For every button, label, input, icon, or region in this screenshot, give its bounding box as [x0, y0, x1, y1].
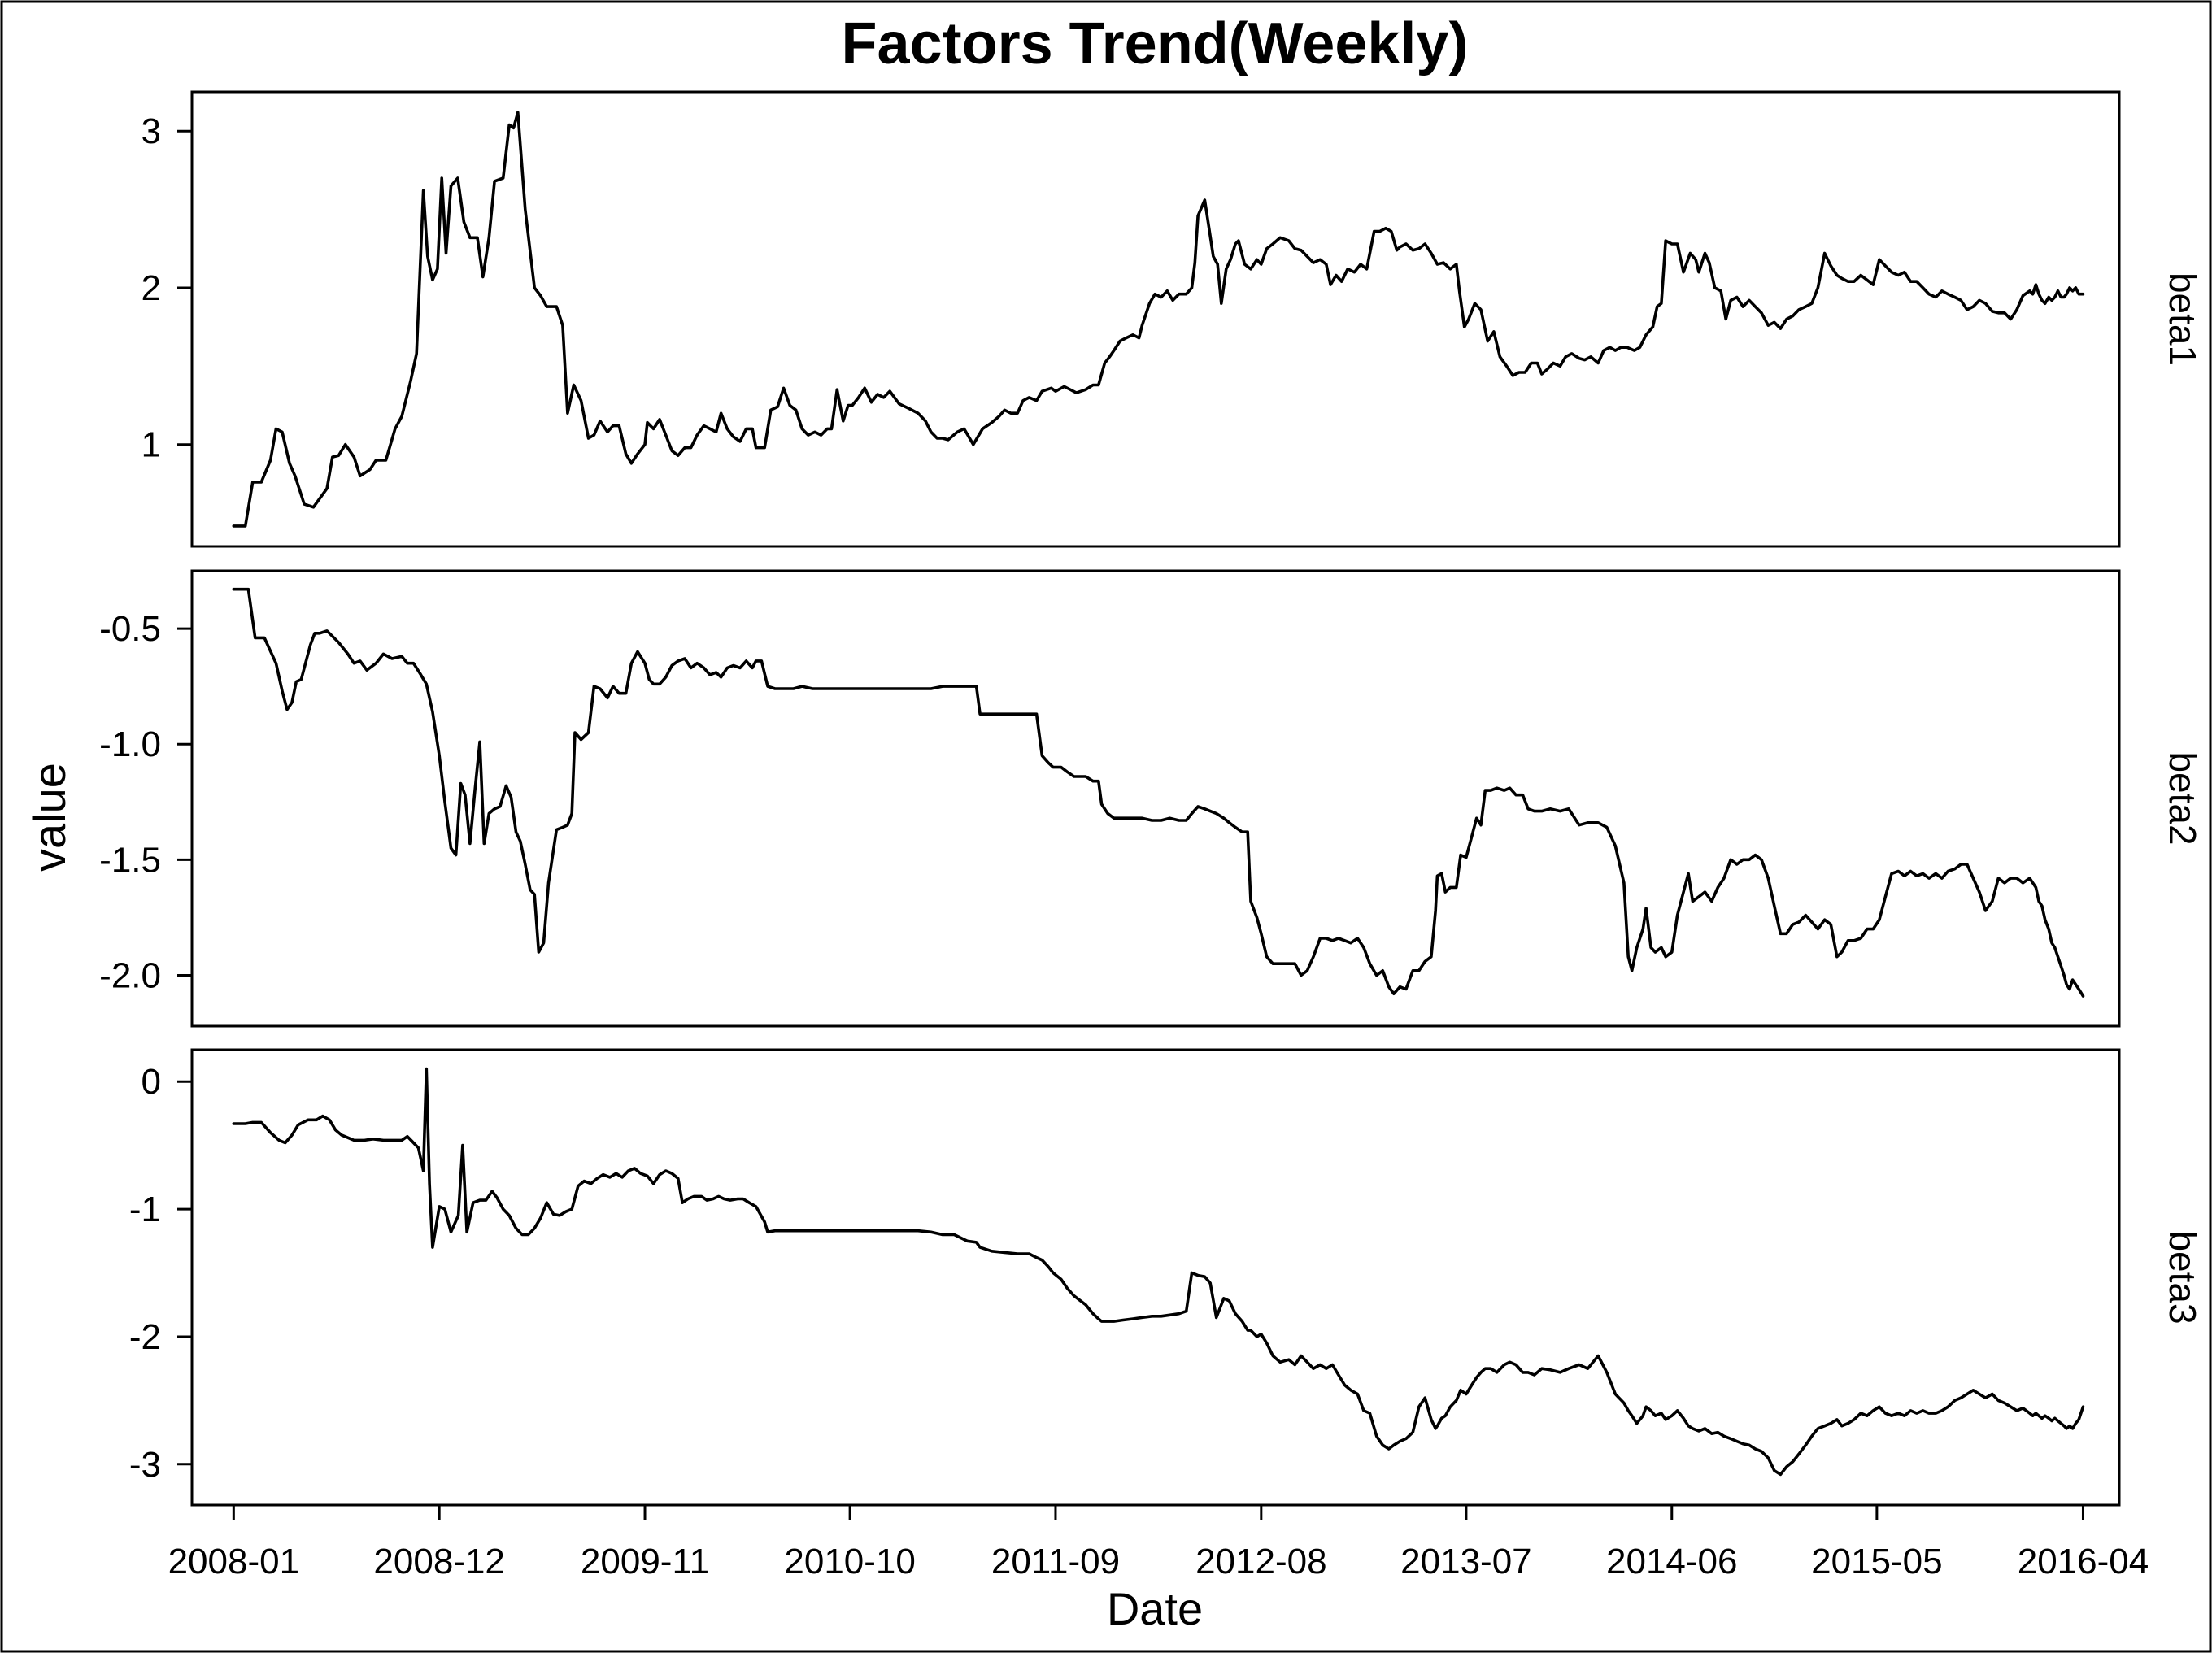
y-tick-label: 1: [142, 425, 161, 465]
y-tick-label: -2: [129, 1317, 161, 1357]
panel-beta2-frame: [190, 569, 2121, 1028]
strip-label-beta2: beta2: [2162, 751, 2204, 845]
panel-beta1: 1 2 3 beta1: [142, 90, 2204, 548]
panel-beta3: -3 -2 -1 0 beta3: [129, 1048, 2204, 1507]
chart-title: Factors Trend(Weekly): [842, 11, 1469, 76]
y-tick-label: -1: [129, 1190, 161, 1229]
x-tick-label: 2010-10: [784, 1542, 915, 1581]
panel-beta1-frame: [190, 90, 2121, 548]
series-line-beta1: [232, 111, 2085, 528]
series-line-beta3: [232, 1067, 2085, 1477]
y-tick-label: 3: [142, 111, 161, 151]
strip-label-beta3: beta3: [2162, 1230, 2204, 1324]
x-axis: 2008-01 2008-12 2009-11 2010-10 2011-09 2012-…: [168, 1505, 2149, 1581]
x-axis-label: Date: [1107, 1583, 1203, 1634]
x-tick-label: 2009-11: [581, 1542, 709, 1581]
x-tick-label: 2015-05: [1811, 1542, 1942, 1581]
x-tick-label: 2013-07: [1400, 1542, 1531, 1581]
y-tick-label: 0: [142, 1062, 161, 1102]
x-tick-label: 2016-04: [2018, 1542, 2149, 1581]
strip-label-beta1: beta1: [2162, 272, 2204, 366]
x-tick-label: 2014-06: [1606, 1542, 1737, 1581]
x-tick-label: 2008-12: [373, 1542, 504, 1581]
y-tick-label: 2: [142, 268, 161, 308]
y-tick-label: -3: [129, 1445, 161, 1485]
panels: 1 2 3 beta1 -2.0 -1.5 -1.0 -0.5 beta2 -3 -2 -1 0 beta…: [99, 90, 2204, 1507]
panel-beta2: -2.0 -1.5 -1.0 -0.5 beta2: [99, 569, 2204, 1028]
x-tick-label: 2011-09: [991, 1542, 1120, 1581]
x-tick-label: 2008-01: [168, 1542, 299, 1581]
y-tick-label: -1.0: [99, 724, 161, 764]
y-axis-label: value: [24, 763, 75, 872]
y-tick-label: -2.0: [99, 955, 161, 995]
panel-beta3-frame: [190, 1048, 2121, 1507]
x-tick-label: 2012-08: [1195, 1542, 1326, 1581]
y-tick-label: -0.5: [99, 609, 161, 649]
y-tick-label: -1.5: [99, 840, 161, 880]
series-line-beta2: [232, 587, 2085, 998]
